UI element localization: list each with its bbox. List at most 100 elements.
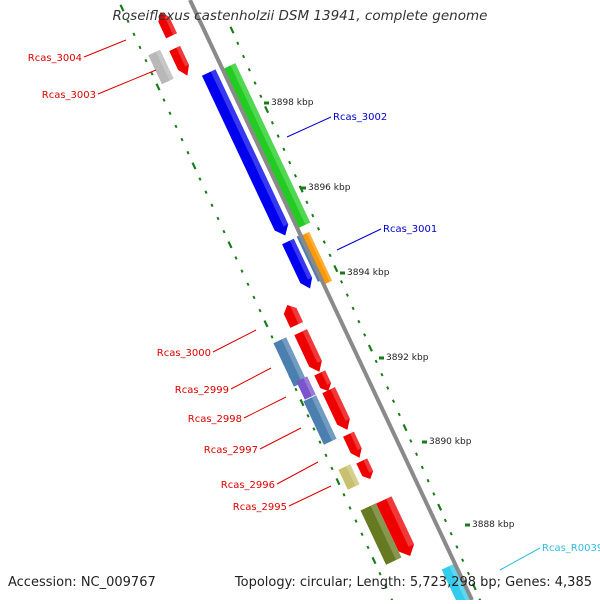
gene-rcas-2996-shade — [346, 464, 360, 487]
scale-tick-outer — [374, 359, 378, 364]
gene-label[interactable]: Rcas_2998 — [188, 414, 242, 425]
gene-rcas-3002a — [201, 69, 289, 236]
gene-rcas-3003-body — [148, 49, 174, 85]
scale-tick-outer — [345, 293, 349, 297]
gene-rcas-3000a-shade — [289, 302, 304, 325]
gene-rcas-2995-body — [360, 503, 402, 565]
gene-rcas-3001-shade — [306, 231, 333, 282]
gene-rcas-r0039 — [441, 564, 471, 604]
scale-tick-inner — [294, 387, 298, 392]
scale-tick-outer — [391, 399, 396, 403]
gene-rcas-3004-shade — [162, 9, 177, 35]
scale-tick-inner — [324, 453, 328, 458]
scale-tick-outer — [466, 571, 471, 576]
scale-label: 3898 kbp — [271, 98, 314, 108]
gene-rcas-3001-body — [301, 231, 333, 285]
gene-rcas-3002 — [221, 63, 311, 229]
gene-label[interactable]: Rcas_2995 — [233, 502, 287, 513]
scale-tick-inner — [144, 58, 148, 63]
gene-rcas-2998 — [303, 395, 337, 445]
gene-label[interactable]: Rcas_3000 — [157, 348, 211, 359]
scale-tick-inner — [270, 335, 274, 339]
gene-rcas-2997 — [343, 431, 362, 458]
scale-tick-inner — [162, 98, 166, 102]
scale-tick-inner — [186, 150, 190, 155]
scale-tick-inner — [150, 71, 154, 76]
gene-label[interactable]: Rcas_2997 — [204, 445, 258, 456]
gene-rcas-2997a-shade — [330, 387, 350, 421]
scale-tick-outer — [432, 492, 436, 496]
scale-tick-outer — [402, 424, 408, 432]
scale-tick-inner — [234, 256, 238, 260]
scale-tick-outer — [288, 160, 292, 165]
gene-label[interactable]: Rcas_2996 — [221, 480, 275, 491]
gene-rcas-2999a — [294, 329, 322, 372]
gene-rcas-3002-shade — [230, 63, 311, 225]
scale-tick-inner — [366, 545, 370, 550]
gene-features — [148, 9, 471, 604]
gene-rcas-3000a — [283, 302, 304, 328]
callout-line — [97, 69, 157, 95]
gene-label[interactable]: Rcas_3004 — [28, 53, 82, 64]
scale-tick-inner — [180, 137, 184, 142]
scale-tick-outer — [357, 319, 361, 324]
callout-line — [276, 461, 319, 485]
gene-rcas-2999 — [296, 376, 316, 400]
scale-tick-outer — [270, 121, 274, 125]
scale-tick-inner — [222, 229, 226, 234]
scale-tick-inner — [330, 466, 334, 471]
gene-rcas-2996a — [356, 458, 374, 480]
gene-label[interactable]: Rcas_3001 — [383, 224, 437, 235]
gene-rcas-2998a-shade — [321, 370, 332, 385]
scale-tick-outer — [322, 240, 326, 244]
scale-tick-inner — [312, 427, 316, 431]
scale-ticks — [119, 4, 482, 602]
scale-tick-outer — [276, 134, 280, 138]
genome-backbone — [188, 0, 474, 601]
gene-rcas-2997-body — [343, 431, 362, 458]
scale-tick-outer — [305, 200, 309, 205]
scale-tick-inner — [198, 177, 202, 181]
gene-rcas-2998a-body — [314, 370, 332, 392]
callout-line — [499, 547, 541, 571]
genome-title: Roseiflexus castenholzii DSM 13941, comp… — [112, 8, 488, 24]
scale-tick-outer — [409, 439, 413, 443]
gene-rcas-2999-body — [296, 376, 316, 400]
gene-rcas-2997a — [322, 387, 350, 430]
gene-rcas-2999-shade — [303, 376, 316, 397]
gene-rcas-2995a-shade — [386, 496, 415, 547]
scale-tick-inner — [126, 19, 130, 23]
scale-tick-inner — [306, 414, 310, 418]
gene-rcas-2999a-body — [294, 329, 322, 372]
scale-tick-inner — [258, 308, 262, 313]
scale-label: 3892 kbp — [386, 353, 429, 363]
gene-rcas-3002a-body — [201, 69, 289, 236]
scale-tick-inner — [155, 83, 161, 91]
gene-rcas-3003a-shade — [176, 45, 189, 67]
scale-label: 3894 kbp — [347, 268, 390, 278]
gene-rcas-3001a — [282, 238, 313, 289]
scale-tick-inner — [132, 32, 136, 37]
scale-tick-inner — [252, 295, 256, 300]
scale-tick-outer — [363, 333, 367, 337]
scale-tick-outer — [443, 518, 447, 523]
gene-label[interactable]: Rcas_2999 — [175, 385, 229, 396]
gene-rcas-2995-shade — [370, 503, 402, 561]
scale-tick-outer — [229, 26, 235, 34]
scale-tick-inner — [299, 399, 305, 407]
scale-tick-inner — [354, 519, 358, 523]
callout-line — [286, 116, 332, 138]
scale-tick-inner — [342, 492, 346, 497]
scale-label: 3890 kbp — [429, 437, 472, 447]
gene-label[interactable]: Rcas_3002 — [333, 112, 387, 123]
gene-rcas-2997a-body — [322, 387, 350, 430]
callout-line — [212, 329, 257, 353]
callout-line — [288, 485, 332, 507]
gene-label[interactable]: Rcas_R0039 — [542, 543, 600, 554]
gene-rcas-2996 — [338, 464, 360, 490]
gene-callouts: Rcas_3004 Rcas_3003 Rcas_3002 Rcas_3001 Rcas… — [28, 39, 600, 571]
scale-tick-outer — [351, 306, 355, 311]
gene-label[interactable]: Rcas_3003 — [42, 90, 96, 101]
gene-rcas-3000-shade — [281, 337, 307, 383]
